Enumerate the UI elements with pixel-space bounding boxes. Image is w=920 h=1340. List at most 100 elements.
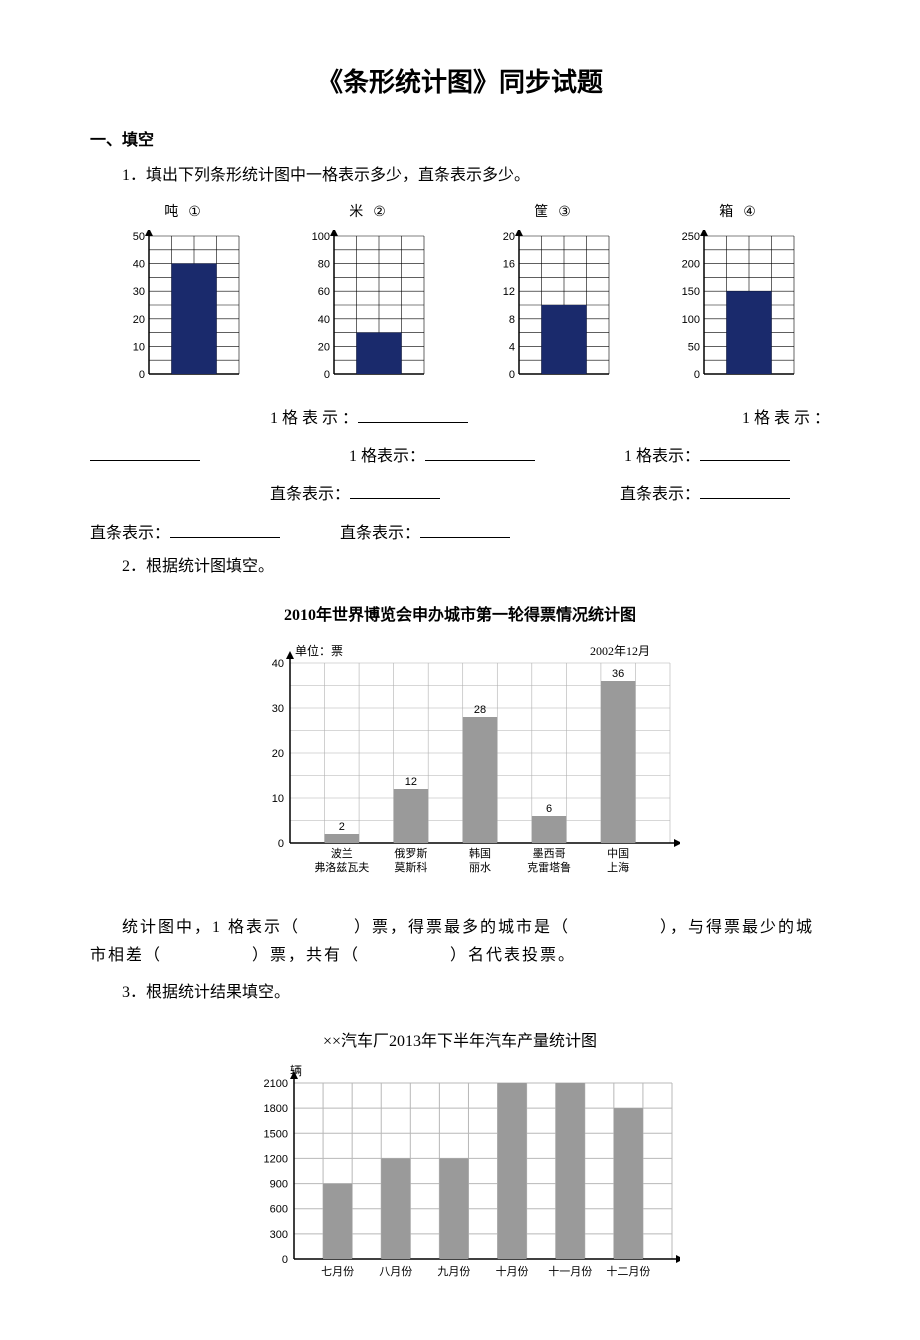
- svg-text:300: 300: [270, 1229, 288, 1241]
- svg-text:20: 20: [132, 313, 144, 325]
- blank: [420, 521, 510, 538]
- chart2-marker: ②: [373, 200, 386, 225]
- chart3-container: 辆03006009001200150018002100七月份八月份九月份十月份十…: [90, 1059, 830, 1300]
- svg-text:250: 250: [681, 231, 699, 243]
- svg-text:七月份: 七月份: [321, 1265, 354, 1278]
- svg-text:俄罗斯: 俄罗斯: [394, 847, 427, 860]
- svg-text:60: 60: [317, 286, 329, 298]
- chart3-title: ××汽车厂2013年下半年汽车产量统计图: [90, 1028, 830, 1057]
- chart4-unit: 箱: [719, 200, 733, 225]
- chart2-svg: 0 20 40 60 80 100: [308, 230, 428, 380]
- svg-text:100: 100: [681, 313, 699, 325]
- q1-line4b: 直条表示：: [340, 525, 420, 542]
- mini-chart-4: 箱 ④ 0 50 100 150 200 250: [678, 200, 798, 379]
- svg-text:12: 12: [405, 776, 417, 788]
- svg-text:0: 0: [323, 369, 329, 380]
- chart4-marker: ④: [743, 200, 756, 225]
- blank: [425, 444, 535, 461]
- svg-text:80: 80: [317, 258, 329, 270]
- svg-text:1200: 1200: [264, 1153, 288, 1165]
- svg-text:0: 0: [508, 369, 514, 380]
- svg-text:0: 0: [693, 369, 699, 380]
- svg-text:20: 20: [272, 748, 284, 760]
- blank: [170, 521, 280, 538]
- section-heading: 一、填空: [90, 127, 830, 156]
- svg-text:0: 0: [278, 838, 284, 850]
- svg-text:十二月份: 十二月份: [606, 1264, 650, 1278]
- svg-text:丽水: 丽水: [469, 861, 491, 874]
- q1-line1b: 1 格 表 示 ：: [742, 410, 830, 427]
- svg-text:波兰: 波兰: [331, 847, 353, 860]
- svg-text:4: 4: [508, 341, 514, 353]
- svg-text:中国: 中国: [607, 847, 629, 860]
- svg-text:2: 2: [339, 821, 345, 833]
- chart1-unit: 吨: [164, 200, 178, 225]
- question-2-text: 2．根据统计图填空。: [90, 553, 830, 582]
- q1-line2a: 1 格表示：: [349, 448, 425, 465]
- svg-text:200: 200: [681, 258, 699, 270]
- svg-text:九月份: 九月份: [437, 1265, 470, 1278]
- mini-chart-2: 米 ② 0 20 40 60 80 100: [308, 200, 428, 379]
- q2-fill-text: 统计图中，1 格表示（ ）票，得票最多的城市是（ ），与得票最少的城市相差（ ）…: [90, 919, 814, 965]
- svg-text:上海: 上海: [607, 860, 629, 874]
- svg-text:1800: 1800: [264, 1103, 288, 1115]
- q1-line3a: 直条表示：: [270, 486, 350, 503]
- chart3-svg: 辆03006009001200150018002100七月份八月份九月份十月份十…: [240, 1059, 680, 1289]
- svg-text:单位：票: 单位：票: [295, 643, 343, 658]
- question-1-text: 1．填出下列条形统计图中一格表示多少，直条表示多少。: [90, 162, 830, 191]
- q1-line3b: 直条表示：: [620, 486, 700, 503]
- svg-text:20: 20: [317, 341, 329, 353]
- svg-text:40: 40: [272, 658, 284, 670]
- chart1-marker: ①: [188, 200, 201, 225]
- svg-text:弗洛兹瓦夫: 弗洛兹瓦夫: [314, 860, 369, 874]
- q1-fill-lines: 1 格 表 示 ： 1 格 表 示 ： 1 格表示： 1 格表示： 直条表示： …: [90, 400, 830, 554]
- svg-text:十月份: 十月份: [496, 1264, 529, 1278]
- chart3-unit: 筐: [534, 200, 548, 225]
- svg-text:2002年12月: 2002年12月: [590, 644, 650, 658]
- svg-text:韩国: 韩国: [469, 846, 491, 860]
- q1-line1a: 1 格 表 示 ：: [270, 410, 358, 427]
- question-2-fill: 统计图中，1 格表示（ ）票，得票最多的城市是（ ），与得票最少的城市相差（ ）…: [90, 914, 830, 972]
- svg-text:150: 150: [681, 286, 699, 298]
- svg-text:28: 28: [474, 704, 486, 716]
- svg-text:莫斯科: 莫斯科: [394, 860, 427, 874]
- chart2-container: 单位：票 2002年12月 0 10 20 30 40 2 波兰弗洛兹瓦夫 12 俄罗斯莫斯科 28 韩…: [90, 633, 830, 904]
- question-3-text: 3．根据统计结果填空。: [90, 979, 830, 1008]
- svg-text:30: 30: [272, 703, 284, 715]
- blank: [90, 444, 200, 461]
- svg-text:50: 50: [132, 231, 144, 243]
- svg-text:10: 10: [272, 793, 284, 805]
- chart2-unit: 米: [349, 200, 363, 225]
- chart3-marker: ③: [558, 200, 571, 225]
- chart4-svg: 0 50 100 150 200 250: [678, 230, 798, 380]
- svg-text:16: 16: [502, 258, 514, 270]
- svg-text:20: 20: [502, 231, 514, 243]
- chart1-svg: 01020304050: [123, 230, 243, 380]
- blank: [358, 406, 468, 423]
- svg-text:十一月份: 十一月份: [548, 1264, 592, 1278]
- mini-charts-row: 吨 ① 01020304050 米 ② 020406080100 筐 ③ 048…: [90, 200, 830, 379]
- svg-text:1500: 1500: [264, 1128, 288, 1140]
- svg-text:100: 100: [311, 231, 329, 243]
- svg-text:40: 40: [132, 258, 144, 270]
- q1-line4a: 直条表示：: [90, 525, 170, 542]
- svg-text:40: 40: [317, 313, 329, 325]
- svg-text:0: 0: [138, 369, 144, 380]
- svg-text:8: 8: [508, 313, 514, 325]
- svg-text:0: 0: [282, 1254, 288, 1266]
- svg-text:10: 10: [132, 341, 144, 353]
- mini-chart-1: 吨 ① 01020304050: [123, 200, 243, 379]
- page-title: 《条形统计图》同步试题: [90, 60, 830, 107]
- svg-text:900: 900: [270, 1178, 288, 1190]
- mini-chart-3: 筐 ③ 0 4 8 12 16 20: [493, 200, 613, 379]
- svg-text:12: 12: [502, 286, 514, 298]
- svg-text:2100: 2100: [264, 1078, 288, 1090]
- svg-text:6: 6: [546, 803, 552, 815]
- svg-text:八月份: 八月份: [379, 1265, 412, 1278]
- q1-line2b: 1 格表示：: [624, 448, 700, 465]
- svg-text:36: 36: [612, 668, 624, 680]
- chart3-svg: 0 4 8 12 16 20: [493, 230, 613, 380]
- svg-text:克雷塔鲁: 克雷塔鲁: [527, 860, 571, 874]
- blank: [350, 482, 440, 499]
- svg-text:50: 50: [687, 341, 699, 353]
